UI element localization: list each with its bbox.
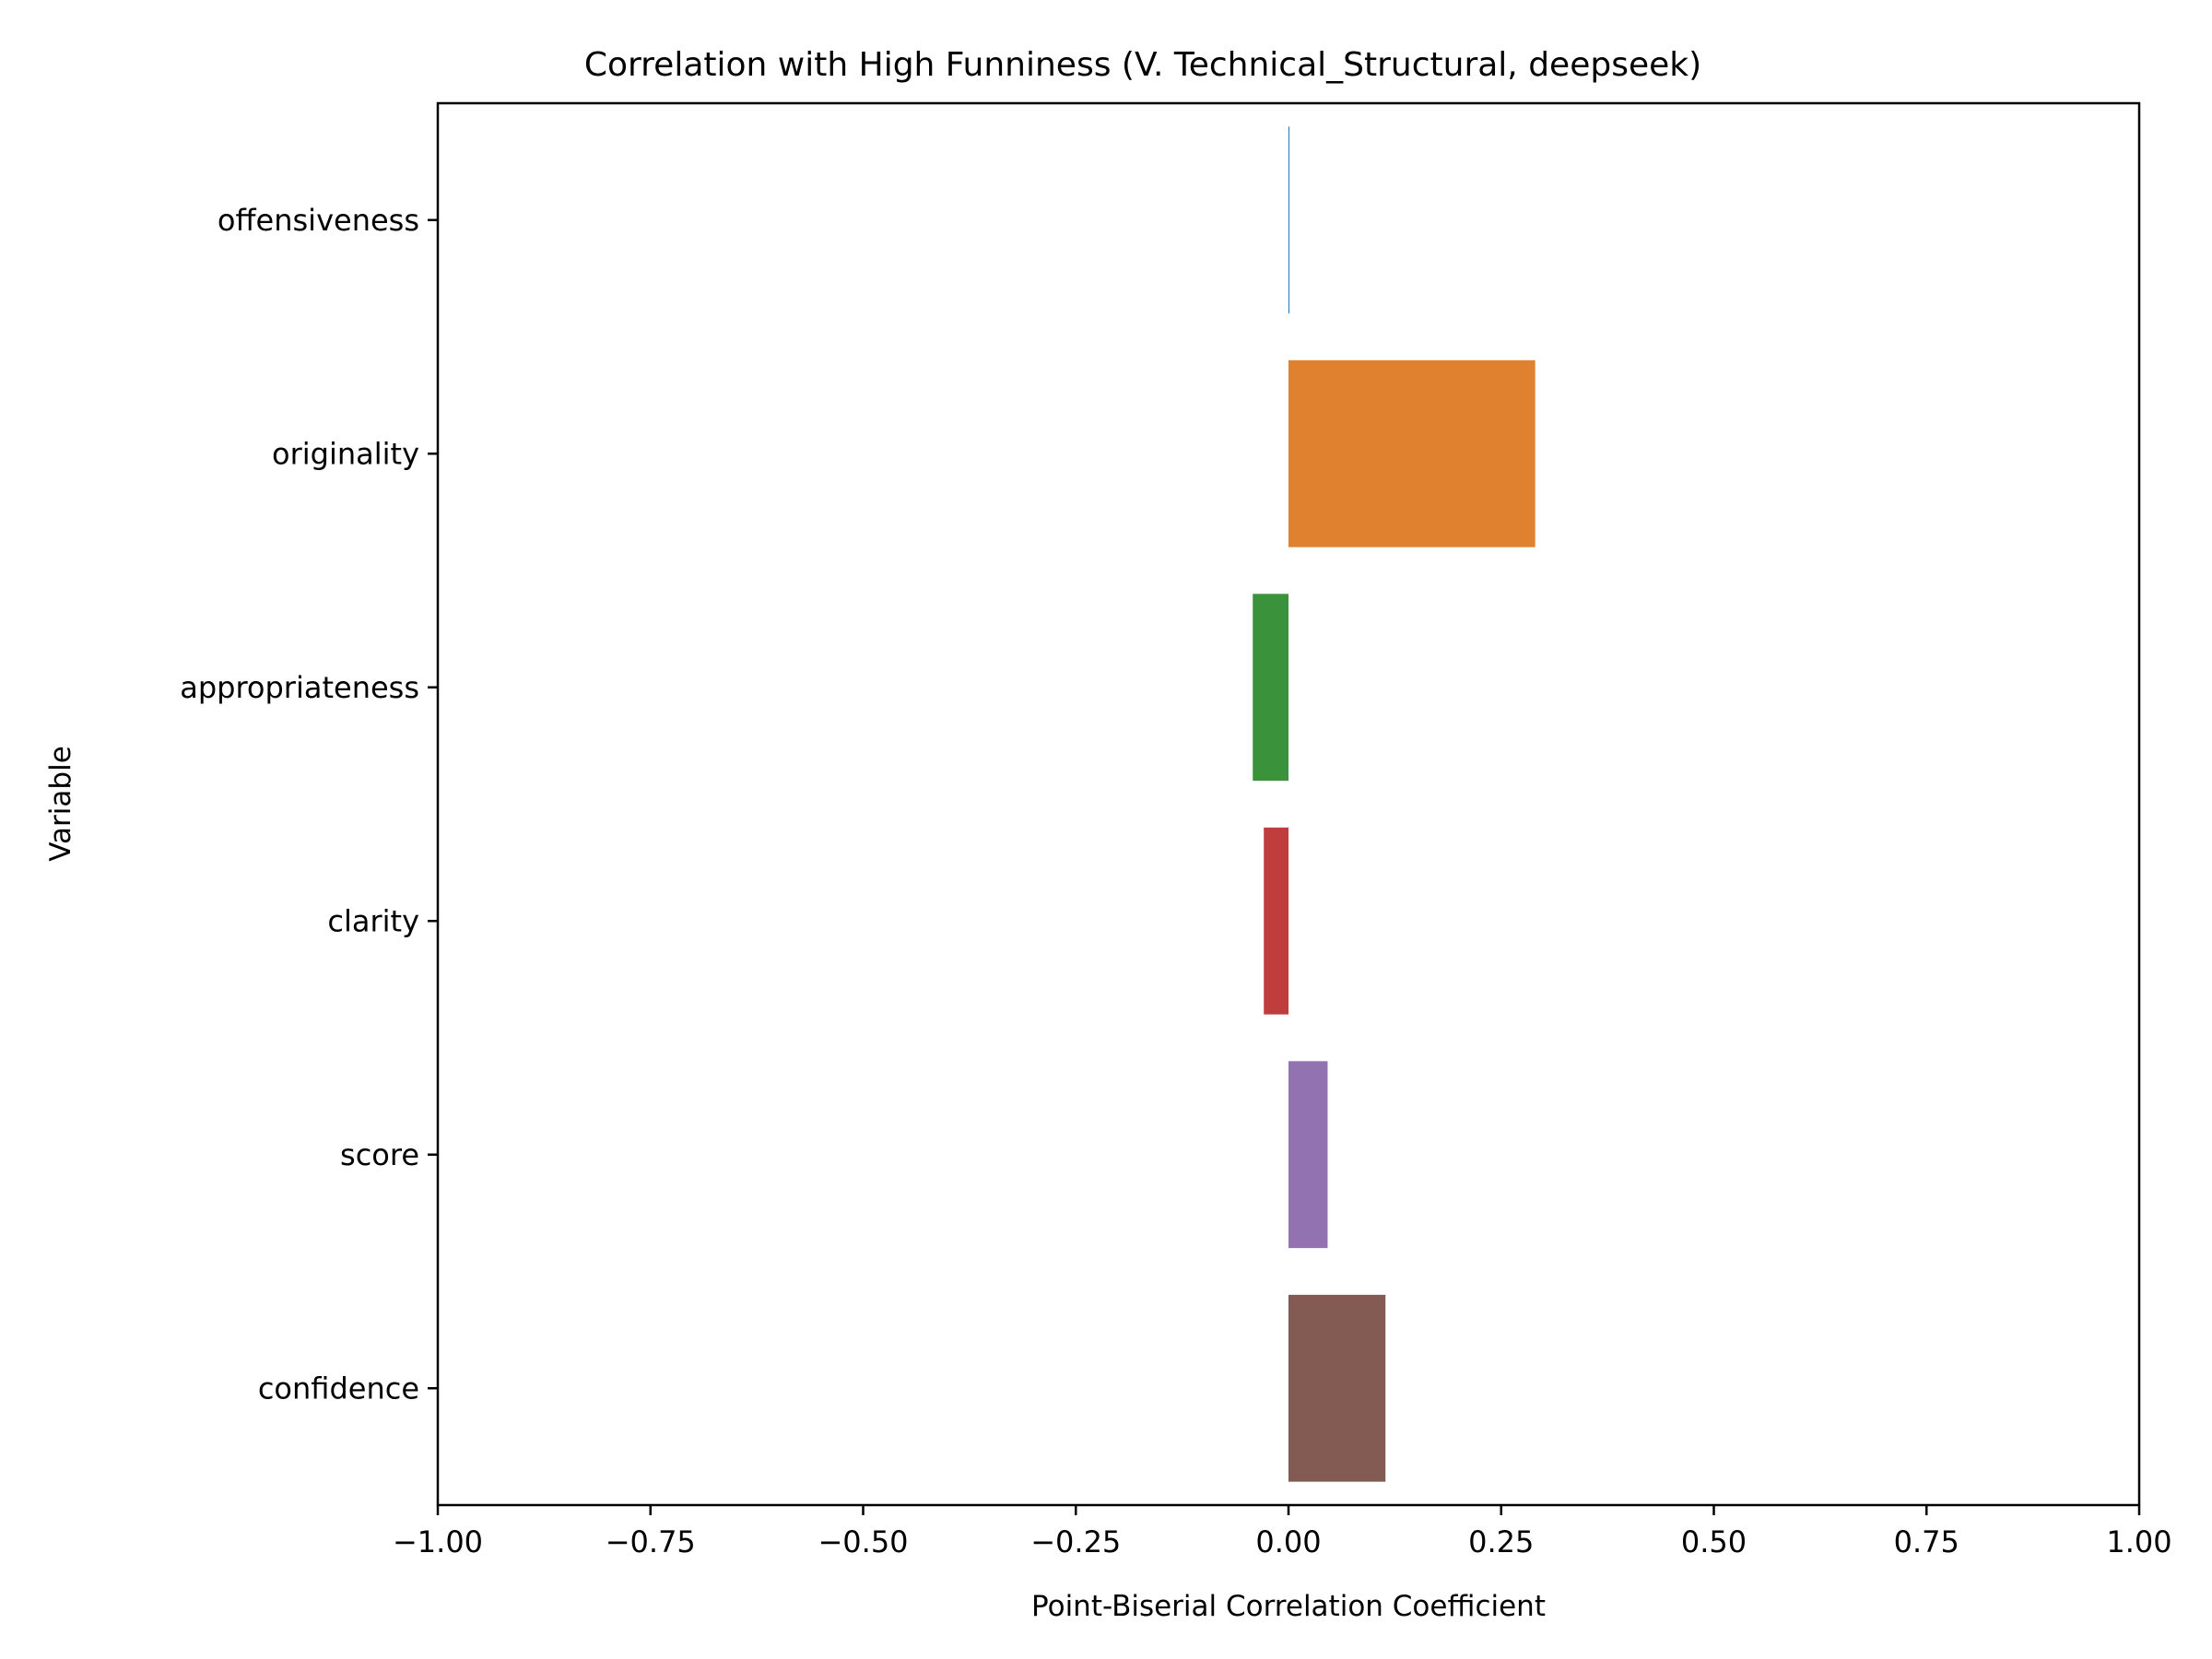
y-tick-label: offensiveness bbox=[218, 203, 419, 238]
bar-appropriateness bbox=[1253, 594, 1288, 782]
chart-title: Correlation with High Funniness (V. Tech… bbox=[584, 46, 1701, 84]
y-tick-label: originality bbox=[272, 436, 419, 471]
y-axis-label: Variable bbox=[44, 746, 77, 862]
x-tick-label: 1.00 bbox=[2106, 1524, 2171, 1559]
x-tick-label: 0.25 bbox=[1468, 1524, 1534, 1559]
bar-score bbox=[1288, 1061, 1328, 1249]
x-tick-label: −1.00 bbox=[393, 1524, 483, 1559]
x-axis-label: Point-Biserial Correlation Coefficient bbox=[1031, 1590, 1546, 1623]
x-tick-label: 0.75 bbox=[1894, 1524, 1959, 1559]
bar-clarity bbox=[1264, 827, 1288, 1015]
bar-offensiveness bbox=[1288, 126, 1289, 314]
x-tick-label: −0.75 bbox=[606, 1524, 696, 1559]
x-tick-label: 0.00 bbox=[1255, 1524, 1321, 1559]
bar-originality bbox=[1288, 359, 1535, 547]
x-tick-label: −0.25 bbox=[1030, 1524, 1121, 1559]
y-tick-label: score bbox=[340, 1137, 419, 1172]
bar-confidence bbox=[1288, 1294, 1386, 1482]
y-tick-label: confidence bbox=[258, 1371, 419, 1406]
bars-group bbox=[1253, 126, 1535, 1482]
x-tick-label: −0.50 bbox=[818, 1524, 908, 1559]
plot-frame bbox=[436, 101, 2141, 1507]
x-axis-ticks: −1.00 −0.75 −0.50 −0.25 0.00 0.25 0.50 0.75 1.00 bbox=[393, 1505, 2172, 1559]
y-tick-label: appropriateness bbox=[180, 670, 419, 705]
y-tick-label: clarity bbox=[327, 903, 419, 938]
y-axis-ticks: offensiveness originality appropriateness c… bbox=[180, 203, 438, 1406]
x-tick-label: 0.50 bbox=[1681, 1524, 1747, 1559]
